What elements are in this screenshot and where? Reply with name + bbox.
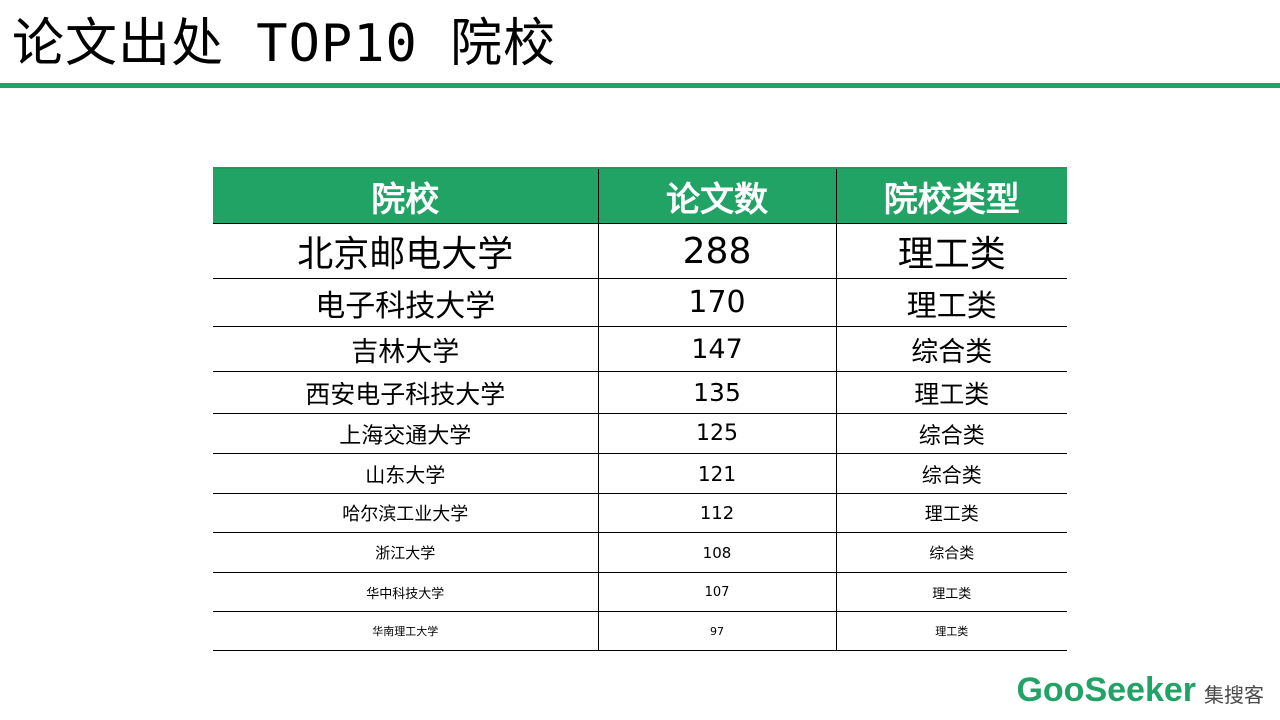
count-cell: 97 [597, 611, 836, 651]
universities-table: 院校 论文数 院校类型 北京邮电大学 288 理工类 电子科技大学 170 理工… [213, 167, 1067, 651]
type-cell: 理工类 [835, 572, 1067, 612]
header-count: 论文数 [597, 167, 836, 224]
count-cell: 125 [597, 413, 836, 454]
type-cell: 综合类 [835, 532, 1067, 573]
logo-wordmark: GooSeeker [1016, 670, 1196, 709]
type-cell: 理工类 [835, 223, 1067, 279]
table-row: 华中科技大学 107 理工类 [213, 572, 1067, 612]
type-cell: 理工类 [835, 371, 1067, 414]
count-cell: 108 [597, 532, 836, 573]
page-title: 论文出处 TOP10 院校 [12, 14, 557, 74]
count-cell: 170 [597, 278, 836, 327]
header-school: 院校 [213, 167, 598, 224]
type-cell: 综合类 [835, 326, 1067, 372]
table-row: 北京邮电大学 288 理工类 [213, 223, 1067, 279]
title-divider [0, 83, 1280, 88]
gooseeker-logo: GooSeeker 集搜客 [1016, 670, 1264, 710]
table-row: 吉林大学 147 综合类 [213, 326, 1067, 372]
school-cell: 吉林大学 [213, 326, 598, 372]
table-header-row: 院校 论文数 院校类型 [213, 167, 1067, 224]
school-cell: 哈尔滨工业大学 [213, 493, 598, 533]
count-cell: 288 [597, 223, 836, 279]
count-cell: 147 [597, 326, 836, 372]
header-type: 院校类型 [835, 167, 1067, 224]
type-cell: 理工类 [835, 493, 1067, 533]
table-row: 浙江大学 108 综合类 [213, 532, 1067, 573]
table-row: 上海交通大学 125 综合类 [213, 413, 1067, 454]
table-row: 华南理工大学 97 理工类 [213, 611, 1067, 651]
school-cell: 北京邮电大学 [213, 223, 598, 279]
school-cell: 华中科技大学 [213, 572, 598, 612]
logo-chinese-name: 集搜客 [1204, 682, 1264, 707]
count-cell: 135 [597, 371, 836, 414]
school-cell: 华南理工大学 [213, 611, 598, 651]
school-cell: 山东大学 [213, 453, 598, 494]
table-row: 电子科技大学 170 理工类 [213, 278, 1067, 327]
school-cell: 西安电子科技大学 [213, 371, 598, 414]
count-cell: 107 [597, 572, 836, 612]
type-cell: 综合类 [835, 413, 1067, 454]
count-cell: 121 [597, 453, 836, 494]
school-cell: 电子科技大学 [213, 278, 598, 327]
count-cell: 112 [597, 493, 836, 533]
type-cell: 理工类 [835, 611, 1067, 651]
table-row: 哈尔滨工业大学 112 理工类 [213, 493, 1067, 533]
school-cell: 浙江大学 [213, 532, 598, 573]
table-row: 西安电子科技大学 135 理工类 [213, 371, 1067, 414]
school-cell: 上海交通大学 [213, 413, 598, 454]
type-cell: 综合类 [835, 453, 1067, 494]
type-cell: 理工类 [835, 278, 1067, 327]
table-row: 山东大学 121 综合类 [213, 453, 1067, 494]
